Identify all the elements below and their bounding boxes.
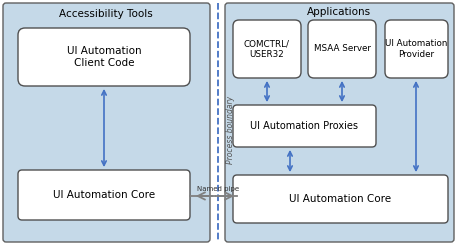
Text: Named pipe: Named pipe	[197, 186, 239, 192]
FancyBboxPatch shape	[18, 28, 190, 86]
Text: Applications: Applications	[307, 7, 371, 17]
Text: UI Automation Core: UI Automation Core	[53, 190, 155, 200]
FancyBboxPatch shape	[233, 20, 301, 78]
FancyBboxPatch shape	[225, 3, 454, 242]
Text: UI Automation
Client Code: UI Automation Client Code	[67, 46, 141, 68]
FancyBboxPatch shape	[385, 20, 448, 78]
Text: UI Automation Core: UI Automation Core	[289, 194, 391, 204]
FancyBboxPatch shape	[233, 105, 376, 147]
Text: Accessibility Tools: Accessibility Tools	[59, 9, 153, 19]
Text: UI Automation Proxies: UI Automation Proxies	[250, 121, 358, 131]
FancyBboxPatch shape	[233, 175, 448, 223]
Text: COMCTRL/
USER32: COMCTRL/ USER32	[244, 39, 290, 59]
Text: Process boundary: Process boundary	[226, 96, 235, 164]
Text: MSAA Server: MSAA Server	[314, 45, 371, 53]
Text: UI Automation
Provider: UI Automation Provider	[385, 39, 447, 59]
FancyBboxPatch shape	[3, 3, 210, 242]
FancyBboxPatch shape	[308, 20, 376, 78]
FancyBboxPatch shape	[18, 170, 190, 220]
